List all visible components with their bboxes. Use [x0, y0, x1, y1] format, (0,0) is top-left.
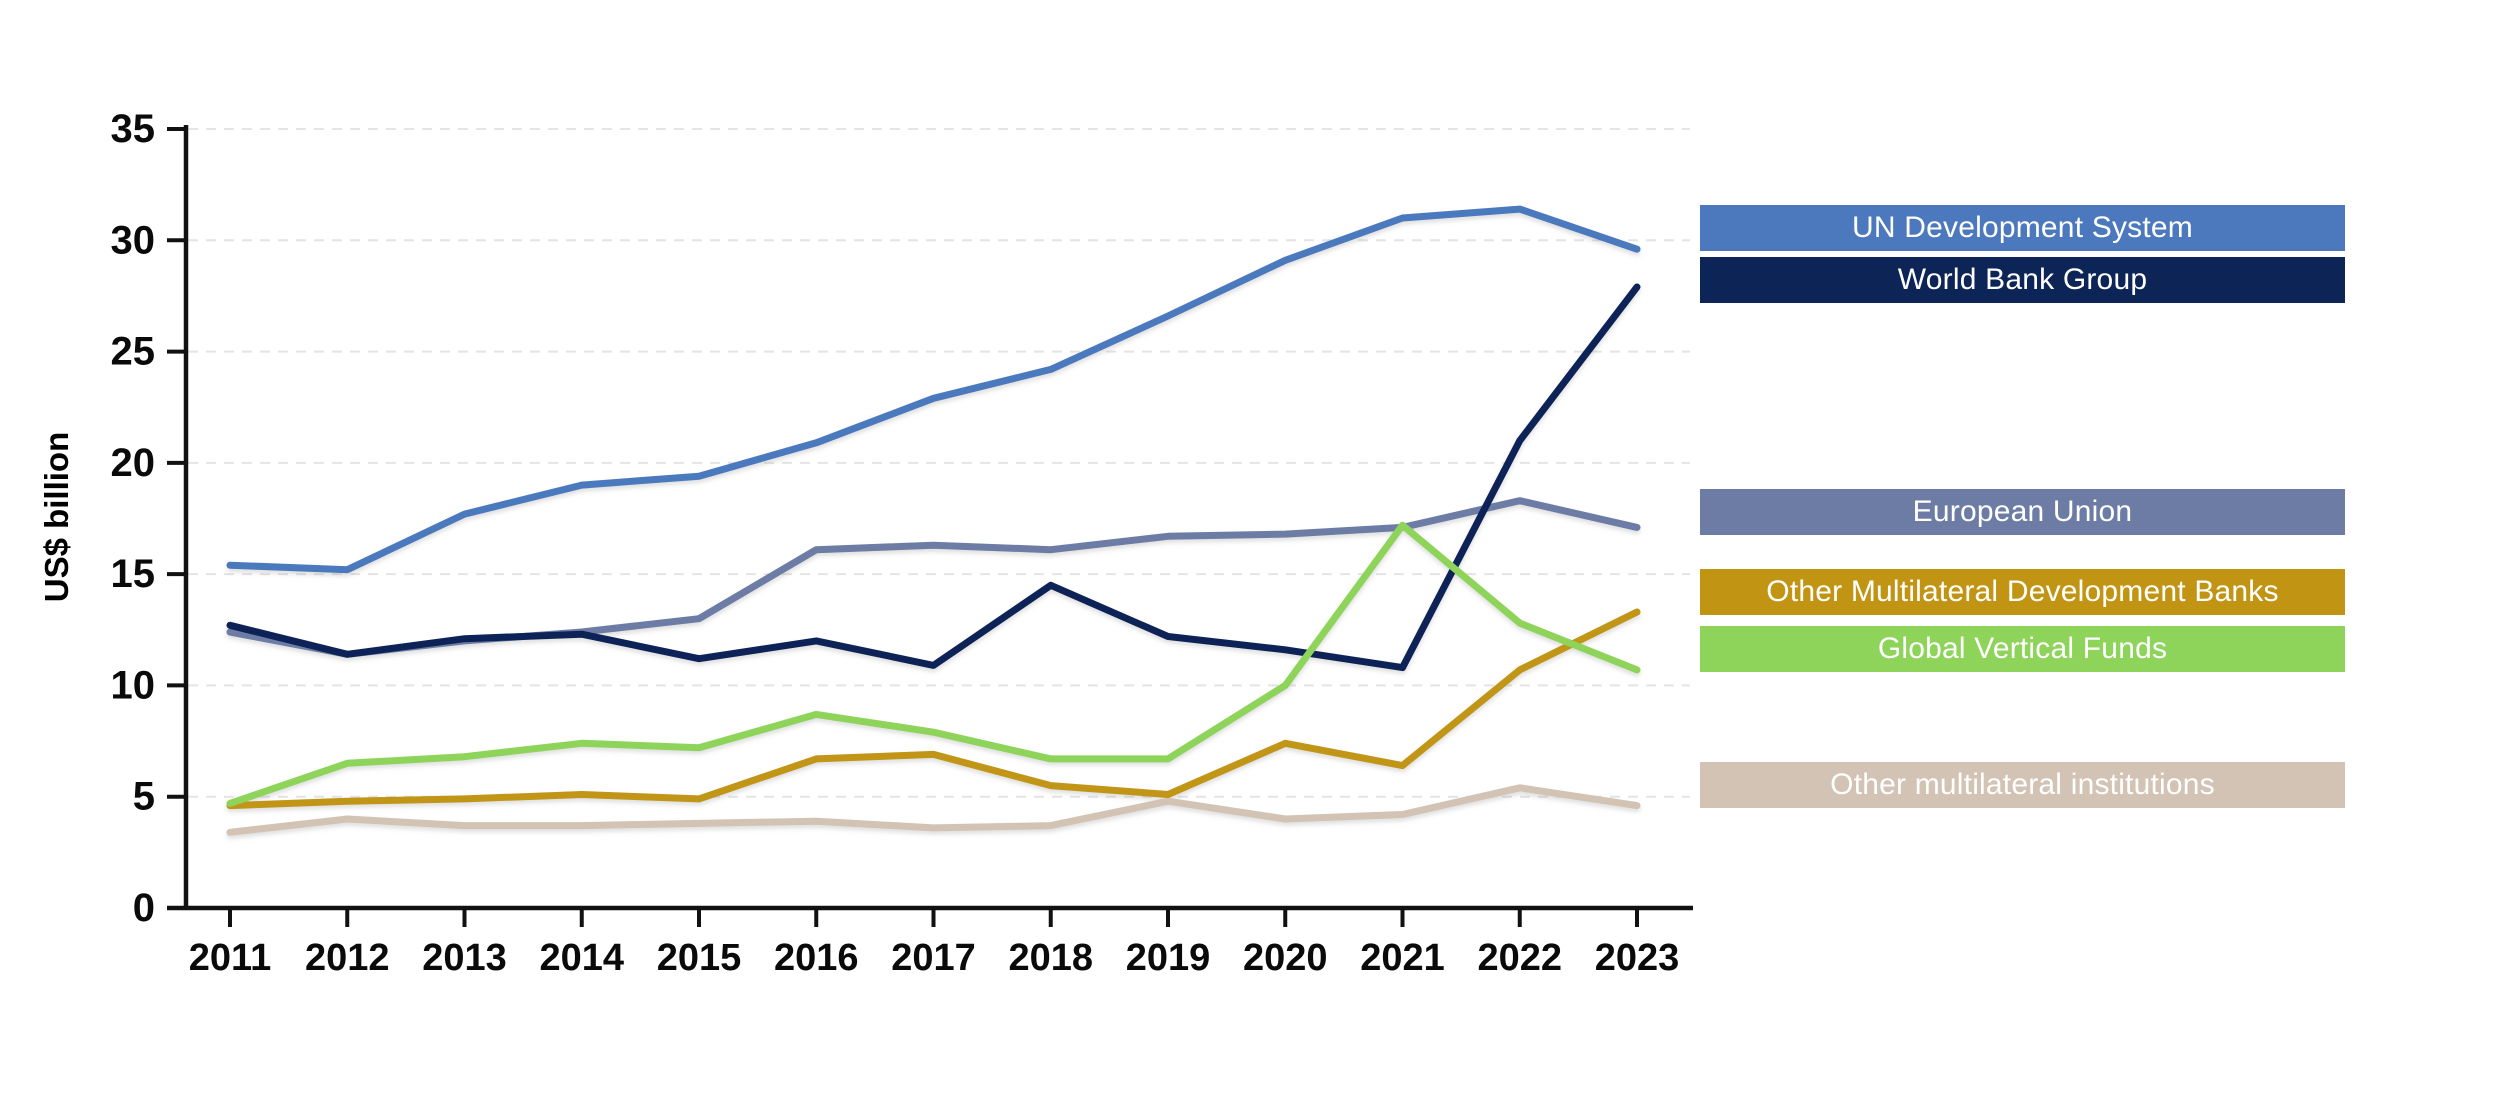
- y-tick-label: 25: [111, 330, 156, 374]
- series-line-other-multilateral-institutions: [226, 784, 1641, 836]
- y-tick-label: 0: [133, 886, 155, 930]
- legend-item-un-development-system: UN Development System: [1700, 205, 2345, 251]
- x-tick-label: 2019: [1126, 937, 1211, 979]
- series-lines: [226, 205, 1641, 836]
- series-line-other-multilateral-development-banks: [226, 608, 1641, 810]
- legend-item-other-multilateral-development-banks: Other Multilateral Development Banks: [1700, 569, 2345, 615]
- legend-label: World Bank Group: [1897, 263, 2148, 296]
- x-tick-label: 2013: [422, 937, 507, 979]
- x-tick-label: 2012: [305, 937, 390, 979]
- legend-item-other-multilateral-institutions: Other multilateral institutions: [1700, 762, 2345, 808]
- x-tick-label: 2015: [657, 937, 742, 979]
- series-line-global-vertical-funds: [226, 521, 1641, 807]
- x-tick-label: 2011: [189, 937, 271, 979]
- legend-item-global-vertical-funds: Global Vertical Funds: [1700, 626, 2345, 672]
- x-tick-label: 2020: [1243, 937, 1328, 979]
- legend-item-european-union: European Union: [1700, 489, 2345, 535]
- legend-item-world-bank-group: World Bank Group: [1700, 257, 2345, 303]
- x-tick-label: 2014: [539, 937, 624, 979]
- legend-label: European Union: [1912, 495, 2133, 528]
- y-tick-label: 35: [111, 107, 156, 151]
- series-line-world-bank-group: [226, 283, 1641, 672]
- x-tick-label: 2023: [1595, 937, 1680, 979]
- legend-label: Other Multilateral Development Banks: [1766, 575, 2279, 608]
- y-tick-label: 30: [111, 218, 156, 262]
- x-tick-label: 2021: [1360, 937, 1445, 979]
- legend-label: UN Development System: [1852, 211, 2193, 244]
- series-line-un-development-system: [226, 205, 1641, 574]
- x-tick-label: 2018: [1008, 937, 1093, 979]
- y-tick-label: 5: [133, 775, 155, 819]
- legend-label: Other multilateral institutions: [1830, 768, 2215, 801]
- x-tick-label: 2022: [1477, 937, 1562, 979]
- x-tick-label: 2016: [774, 937, 859, 979]
- legend-label: Global Vertical Funds: [1877, 632, 2168, 665]
- y-tick-label: 10: [111, 663, 156, 707]
- x-tick-label: 2017: [891, 937, 976, 979]
- y-axis-title: US$ billion: [38, 431, 75, 603]
- y-tick-label: 20: [111, 441, 156, 485]
- y-tick-label: 15: [111, 552, 156, 596]
